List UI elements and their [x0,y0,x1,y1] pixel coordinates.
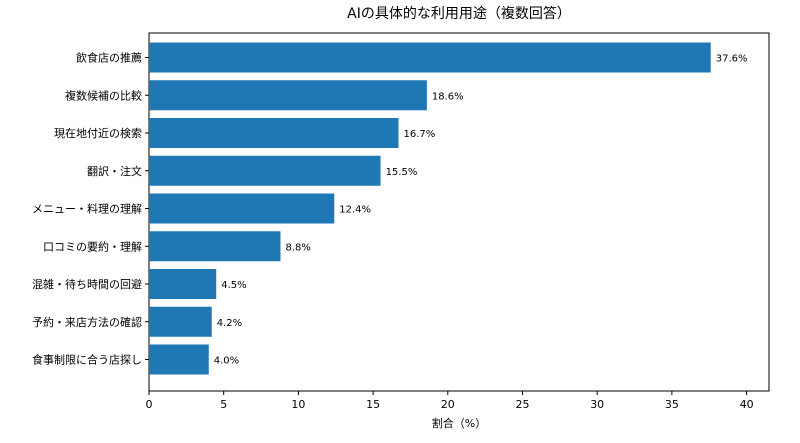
value-label: 18.6% [432,91,464,102]
value-label: 12.4% [339,205,371,216]
x-axis-ticks: 0 5 10 15 20 25 30 35 40 [146,391,754,411]
bar-1 [149,42,711,73]
value-label: 37.6% [716,54,748,65]
bar-3 [149,118,399,148]
category-label: メニュー・料理の理解 [32,202,142,216]
category-label: 混雑・待ち時間の回避 [32,277,142,291]
x-tick-label: 0 [146,398,153,411]
value-label: 4.0% [214,356,239,367]
x-tick-label: 40 [740,398,754,411]
bars-layer [149,42,711,375]
chart-title: AIの具体的な利用用途（複数回答） [347,5,571,22]
value-label: 15.5% [386,167,418,178]
x-tick-label: 25 [515,398,529,411]
x-tick-label: 35 [665,398,679,411]
value-label: 8.8% [285,242,310,253]
bar-8 [149,306,212,337]
x-tick-label: 10 [291,398,305,411]
value-label: 4.5% [221,280,246,291]
bar-9 [149,344,209,375]
category-labels: 飲食店の推薦複数候補の比較現在地付近の検索翻訳・注文メニュー・料理の理解口コミの… [32,51,149,367]
category-label: 飲食店の推薦 [76,51,142,65]
x-tick-label: 15 [366,398,380,411]
category-label: 口コミの要約・理解 [43,239,142,253]
value-labels: 37.6% 18.6% 16.7% 15.5% 12.4% 8.8% 4.5% 4.2% 4.0… [214,54,748,367]
bar-5 [149,193,335,224]
bar-7 [149,269,217,299]
x-axis-label: 割合（%） [432,416,486,430]
x-tick-label: 30 [590,398,604,411]
category-label: 複数候補の比較 [65,88,142,102]
category-label: 予約・来店方法の確認 [32,315,142,329]
value-label: 16.7% [403,129,435,140]
bar-2 [149,80,427,111]
category-label: 翻訳・注文 [87,164,142,178]
category-label: 現在地付近の検索 [54,126,142,140]
value-label: 4.2% [217,318,242,329]
bar-6 [149,231,281,262]
x-tick-label: 5 [220,398,227,411]
category-label: 食事制限に合う店探し [32,353,142,367]
bar-4 [149,155,381,186]
x-tick-label: 20 [441,398,455,411]
